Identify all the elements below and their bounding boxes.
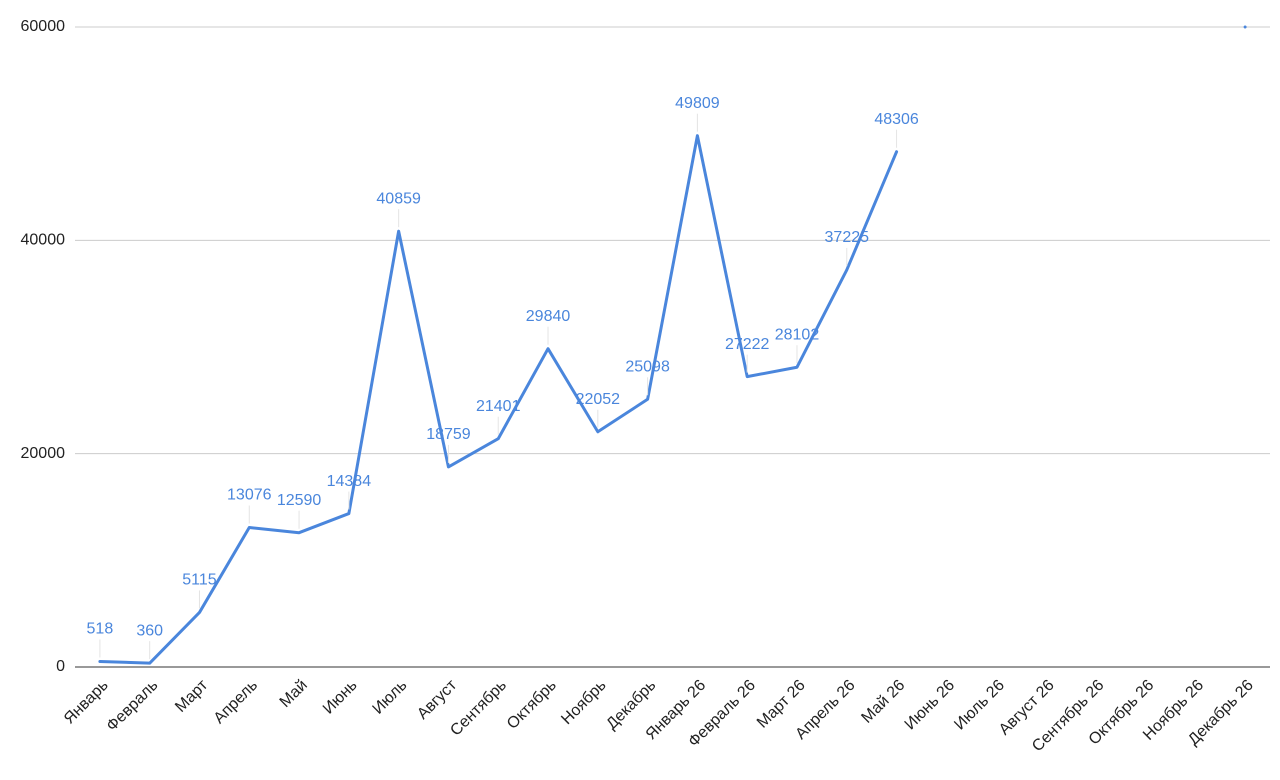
data-label: 27222 bbox=[725, 336, 770, 353]
y-tick-label: 60000 bbox=[21, 18, 66, 35]
data-label: 13076 bbox=[227, 487, 272, 504]
x-tick-label: Ноябрь bbox=[558, 677, 609, 728]
data-label: 49809 bbox=[675, 95, 720, 112]
x-tick-label: Май bbox=[277, 677, 311, 711]
data-label: 40859 bbox=[376, 190, 421, 207]
data-label: 22052 bbox=[576, 391, 621, 408]
y-tick-label: 20000 bbox=[21, 445, 66, 462]
data-label: 28102 bbox=[775, 326, 820, 343]
x-tick-label: Октябрь bbox=[504, 677, 560, 733]
data-label: 12590 bbox=[277, 492, 322, 509]
y-tick-label: 0 bbox=[56, 658, 65, 675]
x-tick-label: Март bbox=[172, 676, 212, 716]
x-tick-label: Июнь bbox=[320, 677, 361, 718]
data-label: 21401 bbox=[476, 398, 521, 415]
x-tick-label: Май 26 bbox=[858, 677, 908, 727]
data-label: 5115 bbox=[182, 572, 217, 589]
data-label: 48306 bbox=[874, 111, 919, 128]
x-tick-label: Февраль bbox=[103, 677, 161, 735]
x-tick-label: Апрель bbox=[211, 677, 261, 727]
data-label: 518 bbox=[87, 621, 114, 638]
y-tick-label: 40000 bbox=[21, 232, 66, 249]
x-tick-label: Август bbox=[414, 676, 461, 723]
data-label: 37225 bbox=[825, 229, 870, 246]
data-line bbox=[98, 25, 1247, 665]
data-label: 25098 bbox=[625, 359, 670, 376]
x-tick-label: Июль bbox=[370, 677, 411, 718]
data-label: 29840 bbox=[526, 308, 571, 325]
data-label: 360 bbox=[136, 622, 163, 639]
x-tick-label: Июнь 26 bbox=[902, 677, 959, 734]
data-label: 18759 bbox=[426, 426, 471, 443]
data-label: 14384 bbox=[327, 473, 372, 490]
x-tick-label: Январь bbox=[61, 677, 112, 728]
